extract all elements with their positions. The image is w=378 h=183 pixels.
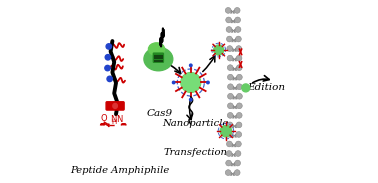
Circle shape: [235, 160, 240, 166]
Circle shape: [106, 44, 112, 49]
Circle shape: [107, 76, 112, 82]
Text: H: H: [111, 119, 116, 125]
Text: Nanoparticle: Nanoparticle: [162, 119, 228, 128]
FancyBboxPatch shape: [106, 102, 124, 110]
Circle shape: [225, 170, 231, 175]
Circle shape: [226, 17, 231, 23]
Circle shape: [237, 93, 242, 99]
Circle shape: [237, 74, 242, 80]
Circle shape: [227, 132, 232, 137]
Circle shape: [236, 65, 242, 70]
Text: Peptide Amphiphile: Peptide Amphiphile: [70, 166, 169, 175]
Circle shape: [189, 64, 192, 67]
Circle shape: [227, 55, 233, 61]
Circle shape: [226, 36, 232, 42]
Circle shape: [235, 141, 241, 147]
Circle shape: [225, 8, 231, 13]
Ellipse shape: [113, 103, 117, 109]
Circle shape: [228, 103, 233, 109]
Ellipse shape: [144, 47, 173, 71]
Text: O: O: [101, 114, 108, 123]
Circle shape: [228, 74, 233, 80]
Circle shape: [228, 93, 233, 99]
Circle shape: [234, 8, 240, 13]
Circle shape: [226, 141, 232, 147]
Circle shape: [226, 160, 231, 166]
Circle shape: [237, 103, 242, 109]
Circle shape: [227, 122, 233, 128]
Circle shape: [207, 81, 209, 84]
Circle shape: [105, 65, 110, 71]
Circle shape: [226, 151, 232, 156]
Circle shape: [181, 73, 201, 92]
Circle shape: [235, 36, 241, 42]
Circle shape: [172, 81, 175, 84]
Ellipse shape: [149, 43, 165, 55]
Circle shape: [220, 125, 232, 137]
Circle shape: [227, 46, 232, 51]
Circle shape: [236, 132, 242, 137]
Text: Cas9: Cas9: [146, 109, 172, 118]
Circle shape: [235, 27, 241, 32]
Circle shape: [235, 151, 241, 156]
Circle shape: [214, 45, 224, 55]
Text: Edition: Edition: [248, 83, 285, 92]
Circle shape: [105, 55, 111, 60]
Circle shape: [234, 170, 240, 175]
Text: Transfection: Transfection: [163, 148, 227, 157]
Circle shape: [227, 113, 233, 118]
Circle shape: [226, 27, 232, 32]
Text: N: N: [110, 115, 116, 124]
Circle shape: [227, 65, 233, 70]
Circle shape: [236, 122, 242, 128]
Circle shape: [237, 84, 242, 90]
Circle shape: [181, 73, 200, 92]
Circle shape: [236, 46, 242, 51]
Circle shape: [242, 84, 250, 92]
Circle shape: [236, 113, 242, 118]
Circle shape: [228, 84, 233, 90]
Circle shape: [189, 98, 192, 101]
Text: N: N: [116, 115, 123, 124]
Circle shape: [236, 55, 242, 61]
FancyBboxPatch shape: [153, 53, 163, 62]
Circle shape: [235, 17, 240, 23]
